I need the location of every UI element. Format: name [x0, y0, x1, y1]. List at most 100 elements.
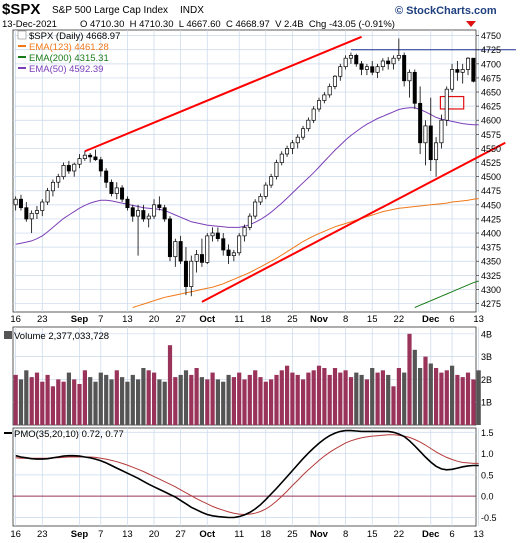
volume-bar: [380, 370, 385, 425]
y-tick-label: 4625: [481, 102, 501, 112]
x-tick-label: Nov: [310, 314, 329, 325]
volume-bar: [152, 372, 157, 425]
volume-panel-label: Volume 2,377,033,728: [4, 331, 109, 342]
volume-bar: [295, 374, 300, 425]
y-tick-label: 4400: [481, 229, 501, 239]
volume-bar: [465, 372, 471, 425]
volume-bar: [104, 374, 109, 425]
ema50-line: [15, 107, 479, 245]
y-tick-label: 4750: [481, 31, 501, 41]
x-tick-label: 23: [37, 529, 48, 540]
symbol-title: $SPX: [2, 1, 40, 18]
trend-line: [84, 35, 362, 153]
y-tick-label: 4275: [481, 299, 501, 309]
volume-bar: [237, 372, 242, 425]
y-tick-label: 4650: [481, 88, 501, 98]
candle-body: [359, 63, 364, 70]
volume-bar: [354, 372, 359, 425]
candle-body: [258, 196, 263, 203]
pmo-tick-label: 1.0: [481, 449, 494, 459]
symbol-name: S&P 500 Large Cap Index: [52, 5, 168, 16]
y-tick-label: 4450: [481, 200, 501, 210]
candle-body: [285, 148, 290, 155]
volume-bar: [146, 370, 151, 425]
candle-body: [418, 102, 423, 144]
legend-ema200: EMA(200) 4315.31: [29, 53, 109, 64]
candle-body: [402, 55, 407, 82]
candle-body: [455, 69, 460, 73]
x-tick-label: 6: [449, 529, 454, 540]
down-arrow-icon: [466, 21, 476, 27]
volume-bar: [114, 370, 119, 425]
x-tick-label: Nov: [310, 529, 329, 540]
volume-bar: [332, 368, 338, 425]
volume-bar: [215, 379, 220, 425]
candle-body: [221, 238, 226, 251]
volume-bar: [386, 374, 391, 425]
candle-body: [253, 201, 258, 217]
x-tick-label: 25: [287, 314, 298, 325]
candle-body: [396, 55, 401, 59]
volume-bar: [322, 368, 327, 425]
volume-bar: [274, 374, 279, 425]
y-tick-label: 4575: [481, 130, 501, 140]
x-tick-label: 11: [234, 529, 244, 540]
volume-bar: [130, 374, 135, 425]
volume-tick-label: 3B: [481, 352, 492, 362]
candle-body: [82, 154, 87, 159]
candle-body: [370, 66, 375, 73]
pmo-tick-label: 1.5: [481, 428, 494, 438]
candle-body: [24, 207, 29, 220]
y-tick-label: 4725: [481, 45, 501, 55]
volume-bar: [258, 377, 263, 425]
candle-body: [375, 66, 380, 73]
x-tick-label: 8: [343, 314, 348, 325]
volume-bar: [82, 370, 87, 425]
y-tick-label: 4700: [481, 59, 501, 69]
volume-bar: [45, 374, 50, 425]
candle-body: [295, 136, 300, 144]
candle-body: [311, 108, 316, 121]
volume-bar: [24, 370, 29, 425]
x-tick-label: Sep: [71, 314, 89, 325]
volume-bar: [40, 381, 45, 425]
exchange-label: INDX: [180, 5, 204, 16]
volume-bar: [375, 372, 380, 425]
candle-body: [18, 198, 23, 209]
candle-body: [471, 57, 476, 82]
volume-bar: [306, 372, 311, 425]
x-tick-label: Sep: [71, 529, 89, 540]
candle-body: [109, 181, 114, 194]
legend-swatch-price: [17, 30, 27, 40]
volume-bar: [476, 370, 481, 425]
volume-bar: [359, 374, 364, 425]
volume-bar: [136, 379, 141, 425]
volume-bar: [402, 372, 407, 425]
price-panel-frame: [12, 29, 477, 313]
candle-body: [104, 170, 109, 183]
candle-body: [173, 241, 178, 258]
candle-body: [391, 57, 396, 65]
date-label: 13-Dec-2021: [2, 19, 57, 30]
y-tick-label: 4525: [481, 158, 501, 168]
y-tick-label: 4350: [481, 257, 501, 267]
x-tick-label: 13: [473, 529, 484, 540]
y-tick-label: 4550: [481, 144, 501, 154]
candle-body: [45, 190, 50, 203]
candle-body: [34, 210, 39, 214]
candle-body: [210, 232, 215, 237]
candle-body: [263, 184, 268, 197]
candle-body: [247, 215, 252, 228]
candle-body: [205, 235, 210, 263]
candle-body: [157, 204, 162, 208]
volume-bar: [226, 374, 231, 425]
candle-body: [136, 210, 141, 217]
volume-bar: [434, 368, 439, 425]
x-tick-label: 27: [175, 314, 186, 325]
candle-body: [279, 153, 284, 163]
volume-tick-label: 4B: [481, 329, 492, 339]
volume-bar: [263, 381, 268, 425]
candle-body: [343, 57, 348, 68]
volume-bar: [396, 368, 401, 425]
volume-tick-label: 1B: [481, 398, 492, 408]
